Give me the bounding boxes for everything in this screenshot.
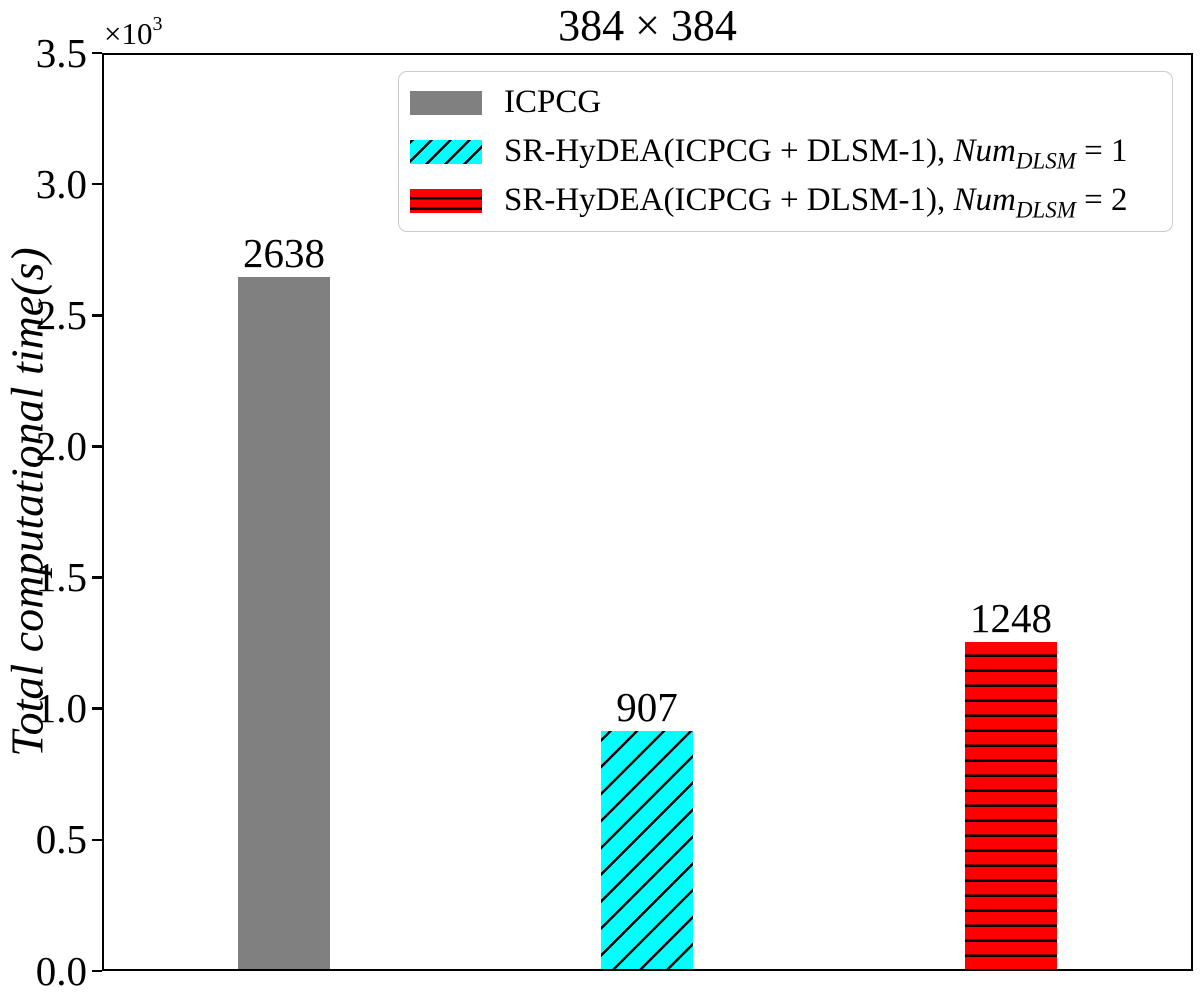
y-tick-mark [92, 838, 102, 842]
legend-label-subscript: DLSM [1016, 197, 1076, 222]
bar-value-label: 907 [616, 684, 678, 731]
legend-label: ICPCG [504, 83, 601, 123]
y-tick-mark [92, 969, 102, 973]
bar-value-label: 2638 [243, 230, 325, 277]
y-tick-mark [92, 445, 102, 448]
y-tick-mark [92, 576, 102, 579]
bar-value-label: 1248 [970, 594, 1052, 641]
legend-label-subscript: DLSM [1016, 148, 1076, 173]
y-tick: 1.0 [0, 688, 102, 730]
y-tick-label: 3.0 [35, 160, 87, 207]
legend-label-variable: Num [953, 132, 1016, 169]
y-tick: 0.0 [0, 950, 102, 992]
y-tick: 1.5 [0, 557, 102, 599]
legend-label-text: SR-HyDEA(ICPCG + DLSM-1), [504, 132, 954, 169]
legend: ICPCG SR-HyDEA(ICPCG + DLSM-1), NumDLSM … [398, 71, 1173, 232]
y-tick-label: 0.0 [35, 947, 87, 994]
bar-sr-hydea-num2: 1248 [965, 597, 1057, 969]
legend-label-variable: Num [953, 181, 1016, 218]
y-axis-offset-text: ×103 [104, 14, 162, 49]
y-tick: 0.5 [0, 819, 102, 861]
legend-label-equals: = 1 [1075, 132, 1128, 169]
y-tick-mark [92, 314, 102, 317]
legend-label-equals: = 2 [1075, 181, 1128, 218]
y-tick-label: 1.0 [35, 685, 87, 732]
legend-swatch-red-horizontal-hatch [410, 188, 482, 213]
y-tick: 3.0 [0, 163, 102, 205]
y-tick-mark [92, 51, 102, 55]
legend-label-text: ICPCG [504, 83, 602, 120]
y-tick-mark [92, 182, 102, 186]
y-tick-label: 2.0 [35, 422, 87, 469]
offset-exponent: 3 [152, 13, 163, 35]
legend-label-text: SR-HyDEA(ICPCG + DLSM-1), [504, 181, 954, 218]
legend-entry-sr-hydea-num2: SR-HyDEA(ICPCG + DLSM-1), NumDLSM = 2 [399, 181, 1172, 221]
legend-swatch-cyan-diagonal-hatch [410, 139, 482, 164]
legend-label: SR-HyDEA(ICPCG + DLSM-1), NumDLSM = 2 [504, 181, 1128, 222]
legend-entry-sr-hydea-num1: SR-HyDEA(ICPCG + DLSM-1), NumDLSM = 1 [399, 132, 1172, 172]
legend-subscript-text: DLSM [1015, 197, 1076, 223]
y-tick-label: 1.5 [35, 554, 87, 601]
y-tick: 3.5 [0, 32, 102, 74]
legend-swatch-gray [410, 90, 482, 115]
bar-icpcg: 2638 [238, 233, 330, 969]
y-tick: 2.5 [0, 294, 102, 336]
y-tick-label: 3.5 [35, 29, 87, 76]
legend-subscript-text: DLSM [1015, 148, 1076, 174]
y-tick-label: 2.5 [35, 291, 87, 338]
y-tick: 2.0 [0, 425, 102, 467]
y-tick-label: 0.5 [35, 816, 87, 863]
chart-title: 384 × 384 [558, 1, 737, 50]
legend-label: SR-HyDEA(ICPCG + DLSM-1), NumDLSM = 1 [504, 132, 1128, 173]
legend-entry-icpcg: ICPCG [399, 83, 1172, 123]
y-tick-mark [92, 707, 102, 710]
bar-sr-hydea-num1: 907 [601, 687, 693, 969]
offset-base: ×10 [104, 16, 153, 51]
